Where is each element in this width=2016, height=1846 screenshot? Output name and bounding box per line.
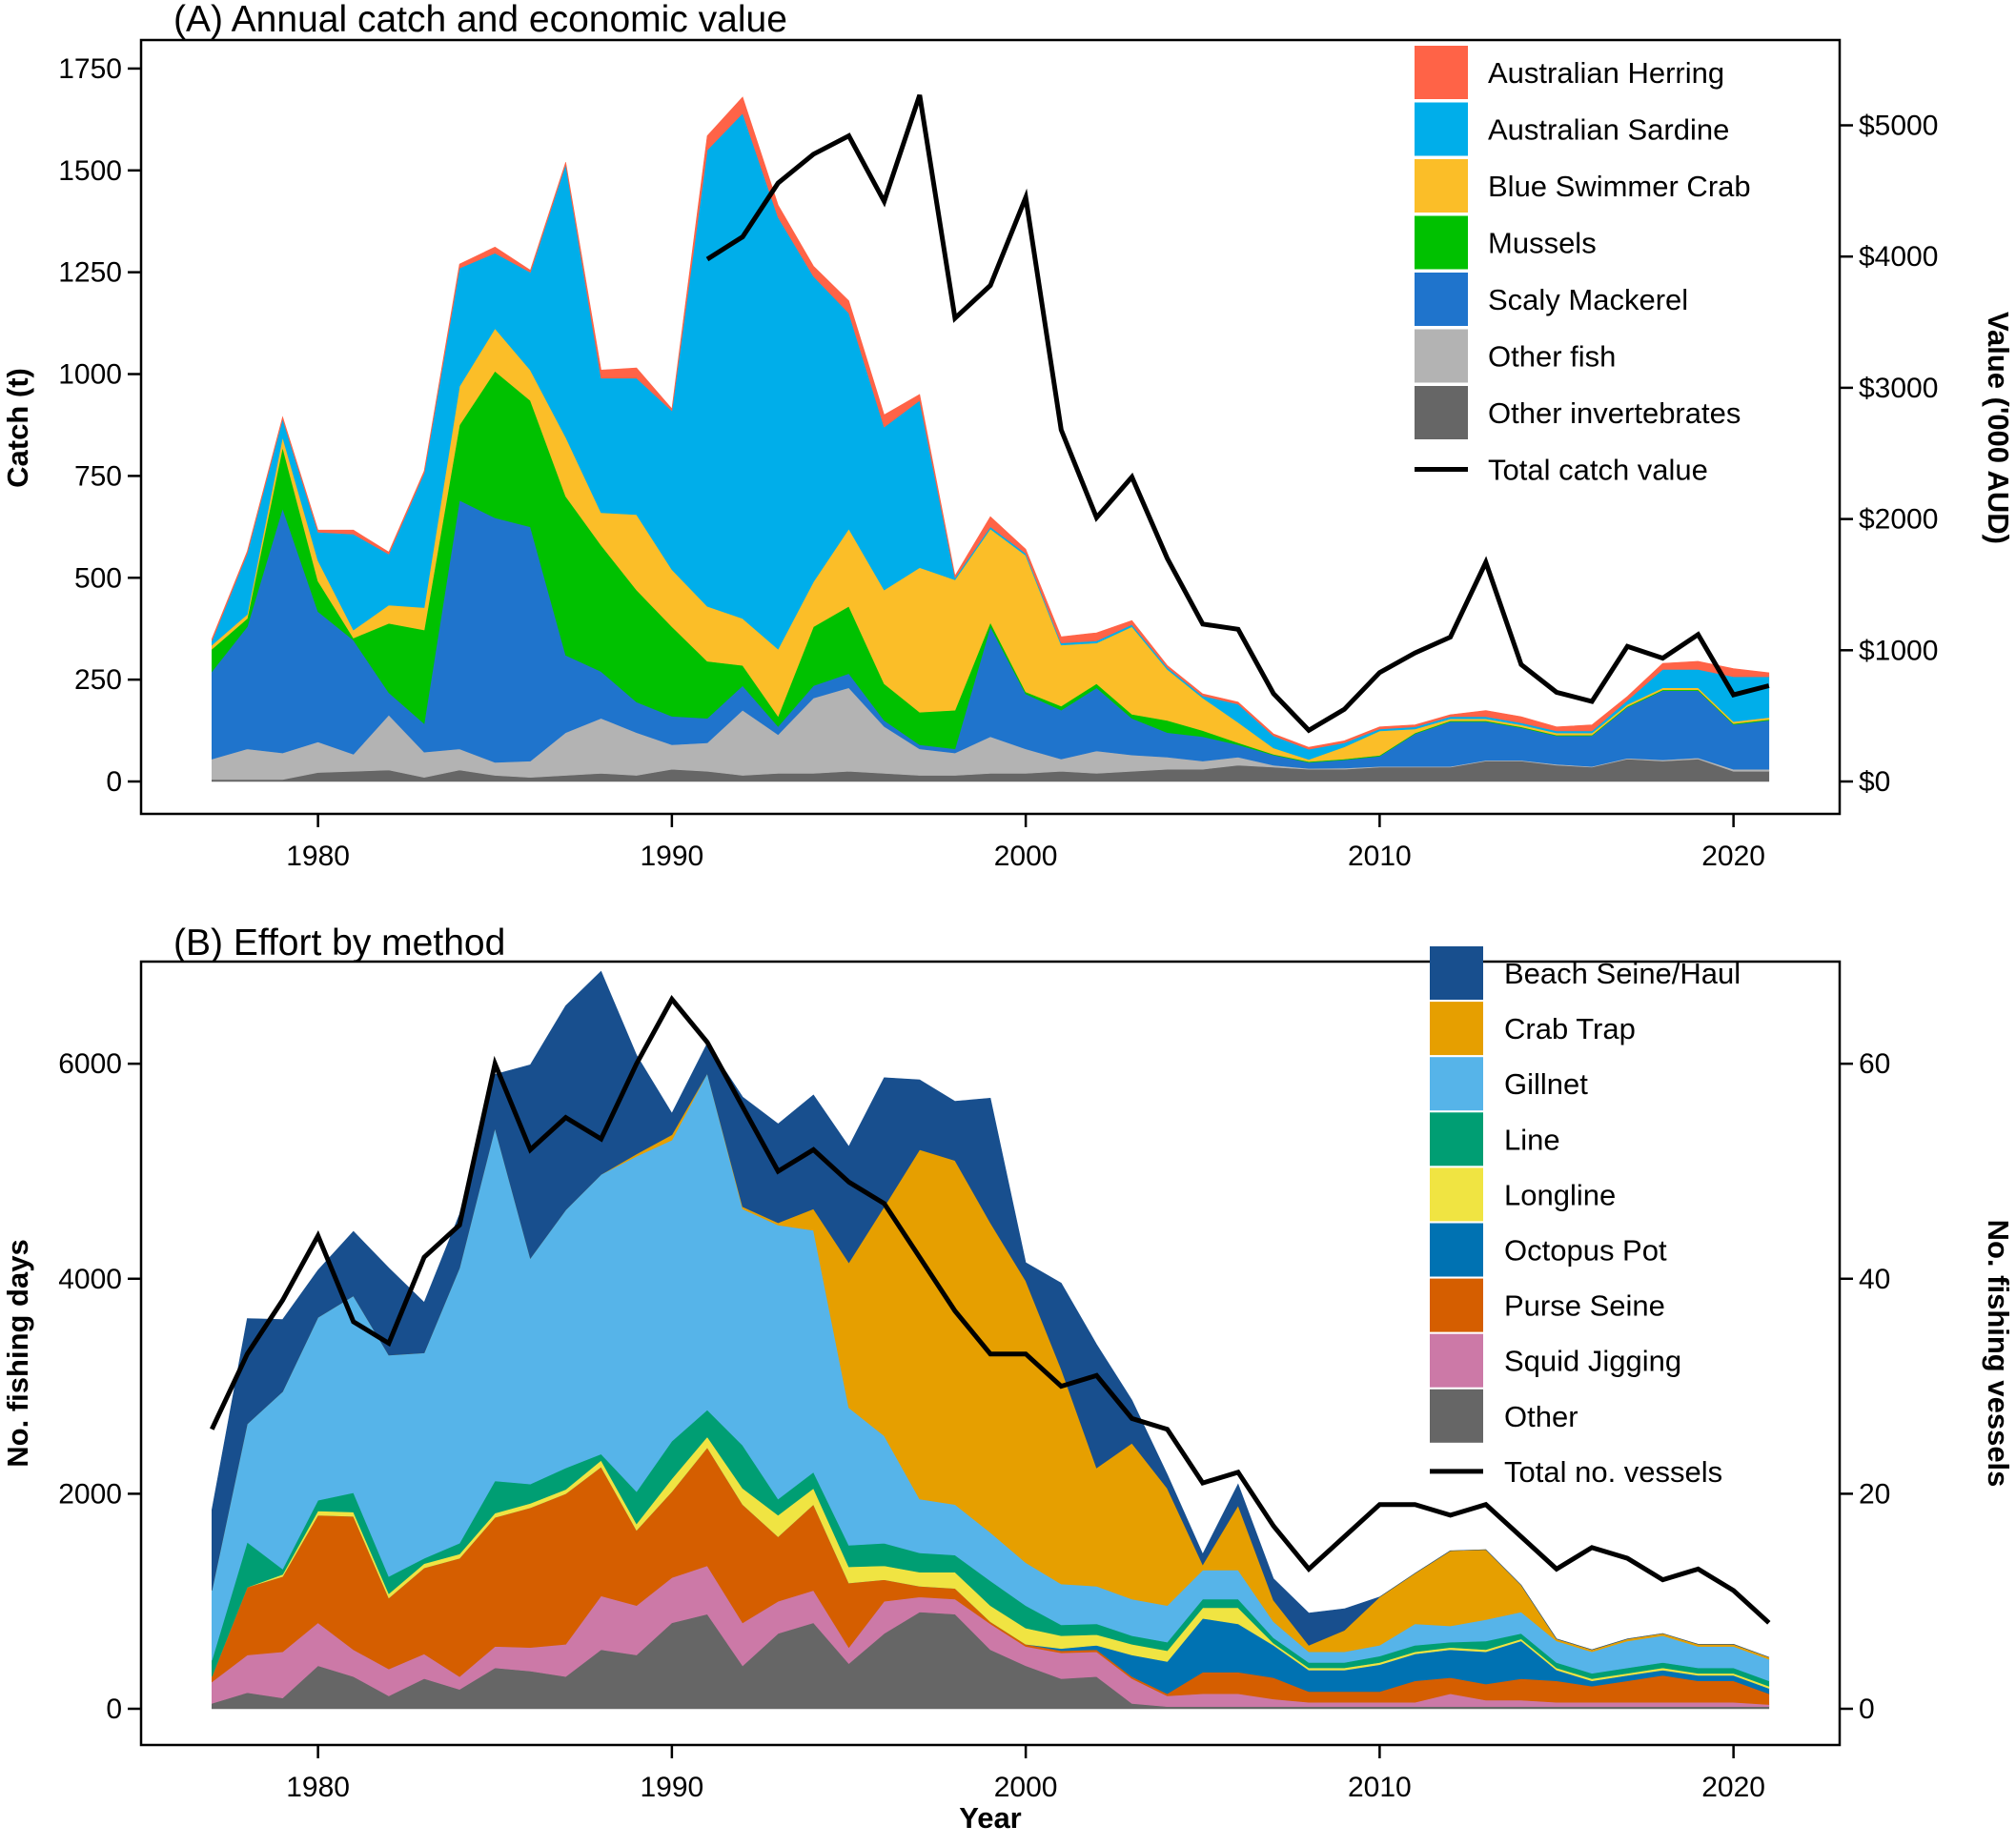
panel-b-legend-swatch-gillnet <box>1430 1057 1483 1111</box>
panel-a-legend-label-mussels: Mussels <box>1488 227 1597 260</box>
panel-b-y-tick-label: 4000 <box>58 1264 122 1295</box>
panel-b-y2-ticks: 0 20 40 60 <box>1840 1048 1890 1725</box>
panel-b-legend-label-squid-jigging: Squid Jigging <box>1504 1345 1681 1378</box>
panel-b-legend-label-longline: Longline <box>1504 1178 1616 1211</box>
panel-a-legend-swatch-scaly-mackerel <box>1415 273 1468 326</box>
panel-a: (A) Annual catch and economic value 1980… <box>1 0 2015 872</box>
panel-b-y-ticks: 0 2000 4000 6000 <box>58 1048 141 1725</box>
panel-a-legend-swatch-mussels <box>1415 215 1468 270</box>
panel-b-x-tick-label: 2000 <box>994 1772 1058 1803</box>
panel-b-x-tick-label: 2020 <box>1701 1772 1765 1803</box>
panel-b-vessels-line <box>210 995 1771 1625</box>
panel-a-legend: Australian Herring Australian Sardine Blue… <box>1415 46 1751 487</box>
panel-b-legend: Beach Seine/Haul Crab Trap Gillnet Line Long… <box>1430 946 1741 1489</box>
panel-a-y2-ticks: $0 $1000 $2000 $3000 $4000 $5000 <box>1840 111 1938 798</box>
panel-a-y-axis-label: Catch (t) <box>1 368 34 488</box>
panel-b: (B) Effort by method 1980 1990 2000 2010 202… <box>1 923 2015 1835</box>
panel-a-x-ticks: 1980 1990 2000 2010 2020 <box>286 814 1765 872</box>
panel-a-y-tick-label: 1750 <box>58 53 122 85</box>
panel-b-plot-frame <box>139 960 1842 1747</box>
panel-b-legend-swatch-beach-seine-haul <box>1430 946 1483 1000</box>
panel-a-legend-swatch-australian-herring <box>1415 46 1468 99</box>
panel-a-y2-tick-label: $4000 <box>1859 241 1938 273</box>
panel-a-y2-tick-label: $0 <box>1859 766 1890 798</box>
panel-b-x-axis-label: Year <box>959 1801 1022 1835</box>
panel-b-line-total-no-vessels <box>210 995 1771 1625</box>
panel-b-legend-swatch-squid-jigging <box>1430 1333 1483 1388</box>
panel-a-y2-tick-label: $3000 <box>1859 373 1938 404</box>
panel-a-legend-label-other-fish: Other fish <box>1488 340 1616 374</box>
panel-a-y-tick-label: 1500 <box>58 155 122 187</box>
panel-a-x-tick-label: 2000 <box>994 841 1058 872</box>
panel-a-y-tick-label: 500 <box>74 562 122 594</box>
panel-a-y2-tick-label: $1000 <box>1859 635 1938 666</box>
panel-b-legend-swatch-purse-seine <box>1430 1278 1483 1332</box>
panel-a-legend-label-australian-herring: Australian Herring <box>1488 56 1724 90</box>
panel-a-y-tick-label: 250 <box>74 664 122 696</box>
panel-b-area-beach-seine-haul <box>212 970 1769 1658</box>
panel-b-legend-label-other: Other <box>1504 1400 1578 1433</box>
panel-a-x-tick-label: 1980 <box>286 841 350 872</box>
panel-a-legend-swatch-australian-sardine <box>1415 102 1468 156</box>
panel-b-areas <box>212 970 1770 1710</box>
panel-b-y-tick-label: 2000 <box>58 1478 122 1510</box>
panel-a-x-tick-label: 2020 <box>1701 841 1765 872</box>
panel-a-x-tick-label: 2010 <box>1348 841 1412 872</box>
panel-b-legend-swatch-other <box>1430 1389 1483 1443</box>
panel-a-y-ticks: 0 250 500 750 1000 1250 1500 1750 <box>58 53 141 798</box>
panel-a-y2-axis-label: Value ('000 AUD) <box>1982 312 2015 544</box>
panel-b-legend-label-purse-seine: Purse Seine <box>1504 1289 1665 1323</box>
panel-a-y2-tick-label: $5000 <box>1859 111 1938 142</box>
panel-a-value-line <box>705 94 1770 734</box>
panel-a-y-tick-label: 750 <box>74 460 122 492</box>
panel-b-legend-label-octopus-pot: Octopus Pot <box>1504 1234 1667 1268</box>
panel-a-y2-tick-label: $2000 <box>1859 504 1938 536</box>
panel-b-legend-swatch-line <box>1430 1112 1483 1166</box>
panel-a-line-total-catch-value <box>705 94 1770 734</box>
panel-b-legend-label-total-no-vessels: Total no. vessels <box>1504 1455 1722 1489</box>
panel-b-legend-label-beach-seine-haul: Beach Seine/Haul <box>1504 957 1741 990</box>
panel-a-legend-swatch-blue-swimmer-crab <box>1415 159 1468 213</box>
panel-a-y-tick-label: 1000 <box>58 359 122 391</box>
panel-a-x-tick-label: 1990 <box>641 841 704 872</box>
panel-b-legend-swatch-octopus-pot <box>1430 1223 1483 1277</box>
panel-b-x-ticks: 1980 1990 2000 2010 2020 <box>286 1745 1765 1803</box>
panel-b-y-tick-label: 0 <box>106 1694 122 1725</box>
panel-a-legend-swatch-other-fish <box>1415 329 1468 383</box>
panel-b-title: (B) Effort by method <box>173 923 505 964</box>
panel-b-y2-tick-label: 40 <box>1859 1264 1890 1295</box>
panel-a-y-tick-label: 0 <box>106 766 122 798</box>
panel-a-area-australian-herring <box>212 96 1770 750</box>
panel-a-legend-label-australian-sardine: Australian Sardine <box>1488 113 1729 147</box>
panel-a-legend-label-total-catch-value: Total catch value <box>1488 454 1708 487</box>
panel-a-legend-label-scaly-mackerel: Scaly Mackerel <box>1488 283 1688 316</box>
panel-b-legend-swatch-longline <box>1430 1167 1483 1222</box>
panel-b-legend-swatch-crab-trap <box>1430 1002 1483 1056</box>
panel-a-plot-frame <box>139 38 1842 816</box>
panel-a-legend-label-blue-swimmer-crab: Blue Swimmer Crab <box>1488 170 1751 203</box>
panel-a-y-tick-label: 1250 <box>58 257 122 289</box>
panel-b-legend-label-line: Line <box>1504 1123 1560 1156</box>
panel-a-title: (A) Annual catch and economic value <box>173 0 787 40</box>
panel-b-y2-tick-label: 60 <box>1859 1048 1890 1080</box>
panel-a-legend-swatch-other-invertebrates <box>1415 386 1468 439</box>
panel-b-legend-label-crab-trap: Crab Trap <box>1504 1012 1636 1045</box>
panel-b-y2-axis-label: No. fishing vessels <box>1982 1220 2015 1488</box>
panel-a-legend-label-other-invertebrates: Other invertebrates <box>1488 396 1741 430</box>
panel-b-x-tick-label: 1980 <box>286 1772 350 1803</box>
panel-b-y2-tick-label: 0 <box>1859 1694 1875 1725</box>
panel-b-x-tick-label: 2010 <box>1348 1772 1412 1803</box>
panel-b-y2-tick-label: 20 <box>1859 1478 1890 1510</box>
panel-a-areas <box>212 96 1770 782</box>
panel-b-y-tick-label: 6000 <box>58 1048 122 1080</box>
panel-b-y-axis-label: No. fishing days <box>1 1239 34 1467</box>
panel-b-x-tick-label: 1990 <box>641 1772 704 1803</box>
panel-b-legend-label-gillnet: Gillnet <box>1504 1067 1588 1101</box>
